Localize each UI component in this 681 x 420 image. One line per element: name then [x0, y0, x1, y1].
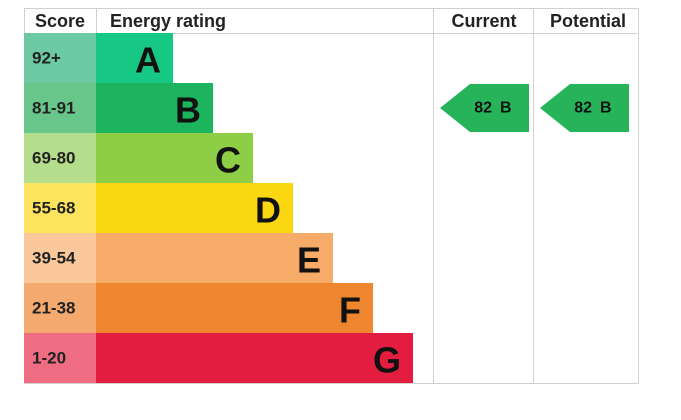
score-cell — [24, 283, 96, 333]
rating-bar — [96, 83, 213, 133]
rating-bar — [96, 283, 373, 333]
score-label: 92+ — [32, 49, 61, 68]
potential-score: 82 — [574, 100, 592, 117]
score-cell — [24, 83, 96, 133]
rating-letter: D — [255, 190, 281, 231]
score-cell — [24, 33, 96, 83]
rating-bar — [96, 133, 253, 183]
rating-letter: G — [373, 340, 401, 381]
score-label: 39-54 — [32, 249, 76, 268]
score-cell — [24, 183, 96, 233]
score-label: 69-80 — [32, 149, 75, 168]
header-current: Current — [451, 11, 516, 31]
score-label: 55-68 — [32, 199, 75, 218]
rating-letter: F — [339, 290, 361, 331]
potential-rating: B — [600, 100, 612, 117]
rating-bar — [96, 33, 173, 83]
score-cell — [24, 333, 96, 383]
score-label: 81-91 — [32, 99, 75, 118]
score-label: 1-20 — [32, 349, 66, 368]
current-rating: B — [500, 100, 512, 117]
rating-letter: C — [215, 140, 241, 181]
rating-bar — [96, 333, 413, 383]
score-cell — [24, 233, 96, 283]
rating-letter: E — [297, 240, 321, 281]
potential-arrow — [540, 84, 629, 132]
rating-letter: B — [175, 90, 201, 131]
score-label: 21-38 — [32, 299, 75, 318]
score-cell — [24, 133, 96, 183]
rating-letter: A — [135, 40, 161, 81]
header-score: Score — [35, 11, 85, 31]
header-potential: Potential — [550, 11, 626, 31]
current-score: 82 — [474, 100, 492, 117]
rating-bar — [96, 233, 333, 283]
header-rating: Energy rating — [110, 11, 226, 31]
current-arrow — [440, 84, 529, 132]
rating-bar — [96, 183, 293, 233]
